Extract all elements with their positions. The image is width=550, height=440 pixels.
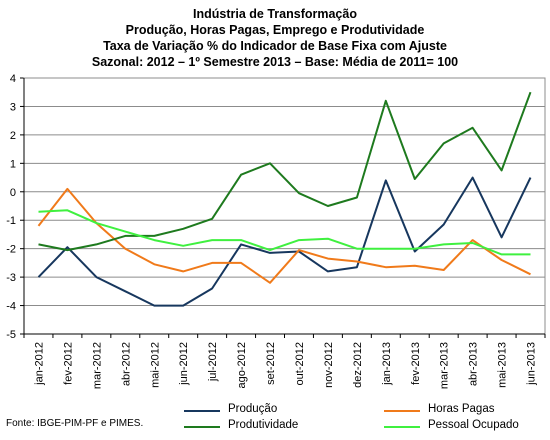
x-tick-label: mar-2012 — [91, 342, 103, 389]
x-tick-label: jan-2012 — [33, 342, 45, 386]
x-tick-label: jul-2012 — [207, 342, 219, 382]
title-line-3: Taxa de Variação % do Indicador de Base … — [103, 39, 447, 53]
x-tick-label: nov-2012 — [323, 342, 335, 388]
x-tick-label: fev-2012 — [62, 342, 74, 385]
y-tick-label: 2 — [10, 130, 16, 142]
source-note: Fonte: IBGE-PIM-PF e PIMES. — [6, 418, 144, 429]
chart-title: Indústria de Transformação Produção, Hor… — [0, 6, 550, 70]
x-tick-label: jun-2012 — [178, 342, 190, 386]
y-tick-label: -2 — [6, 244, 16, 256]
x-tick-label: fev-2013 — [410, 342, 422, 385]
y-tick-label: -3 — [6, 272, 16, 284]
x-tick-label: ago-2012 — [236, 342, 248, 389]
title-line-1: Indústria de Transformação — [193, 7, 357, 21]
x-tick-label: mai-2012 — [149, 342, 161, 388]
y-tick-label: 1 — [10, 158, 16, 170]
series-line-2 — [38, 91, 532, 252]
x-tick-label: set-2012 — [265, 342, 277, 385]
series-line-3 — [38, 209, 531, 256]
x-tick-label: dez-2012 — [352, 342, 364, 388]
x-tick-label: jan-2013 — [381, 342, 393, 386]
x-tick-label: mai-2013 — [497, 342, 509, 388]
title-line-2: Produção, Horas Pagas, Emprego e Produti… — [125, 23, 425, 37]
x-tick-label: out-2012 — [294, 342, 306, 385]
y-tick-label: -1 — [6, 215, 16, 227]
x-tick-label: abr-2013 — [468, 342, 480, 386]
plot-frame — [23, 77, 546, 335]
y-tick-label: -5 — [6, 329, 16, 341]
x-tick-label: mar-2013 — [439, 342, 451, 389]
x-tick-label: jun-2013 — [526, 342, 538, 386]
y-tick-label: 3 — [10, 101, 16, 113]
series-line-0 — [37, 176, 532, 307]
x-tick-label: abr-2012 — [120, 342, 132, 386]
title-line-4: Sazonal: 2012 – 1º Semestre 2013 – Base:… — [91, 55, 459, 69]
y-tick-label: 0 — [10, 187, 16, 199]
y-tick-label: 4 — [10, 73, 16, 85]
series-line-1 — [37, 187, 531, 284]
y-tick-label: -4 — [6, 301, 16, 313]
